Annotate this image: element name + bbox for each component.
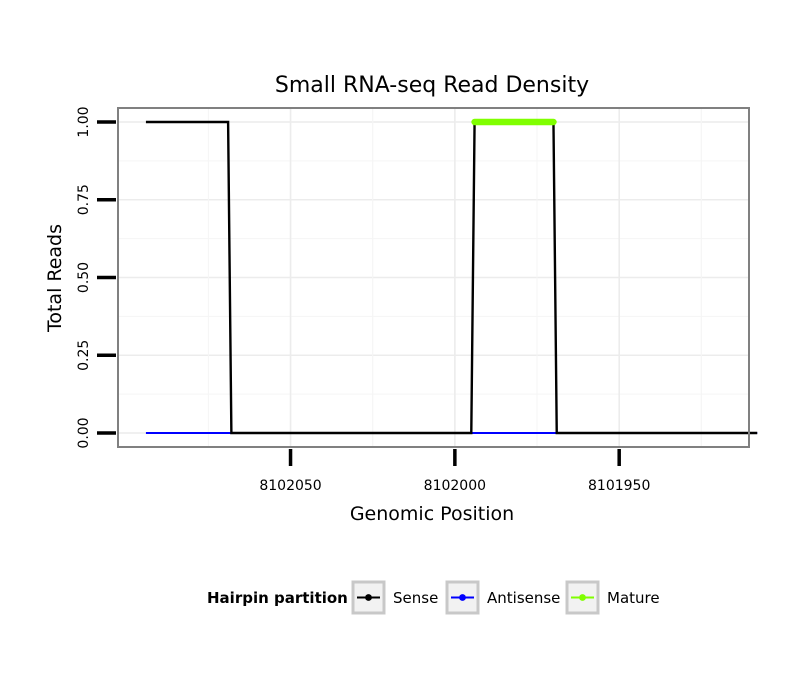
legend-key-point — [459, 594, 466, 601]
legend-title: Hairpin partition — [207, 589, 348, 607]
legend-item-antisense: Antisense — [445, 580, 560, 615]
legend-label: Antisense — [487, 589, 560, 607]
legend-key-point — [579, 594, 586, 601]
x-tick-label: 8102000 — [424, 478, 486, 494]
y-tick-label: 0.50 — [76, 262, 92, 293]
y-axis-title: Total Reads — [44, 224, 66, 333]
legend-label: Sense — [393, 589, 438, 607]
legend: Hairpin partition Sense Antisense Mature — [207, 580, 660, 615]
chart-title: Small RNA-seq Read Density — [275, 73, 589, 98]
plot-border — [117, 107, 750, 448]
x-tick-label: 8101950 — [588, 478, 650, 494]
legend-item-sense: Sense — [351, 580, 438, 615]
legend-key-point — [365, 594, 372, 601]
y-tick-label: 0.00 — [76, 417, 92, 448]
series-line-sense — [145, 120, 758, 435]
legend-label: Mature — [607, 589, 660, 607]
series-layer — [145, 118, 758, 435]
y-tick-label: 1.00 — [76, 106, 92, 137]
y-tick-label: 0.25 — [76, 340, 92, 371]
legend-item-mature: Mature — [565, 580, 660, 615]
axes: 0.00 0.25 0.50 0.75 1.00 8102050 8102000 810195… — [76, 106, 750, 494]
x-tick-label: 8102050 — [259, 478, 321, 494]
y-tick-label: 0.75 — [76, 184, 92, 215]
x-axis-title: Genomic Position — [350, 503, 514, 525]
